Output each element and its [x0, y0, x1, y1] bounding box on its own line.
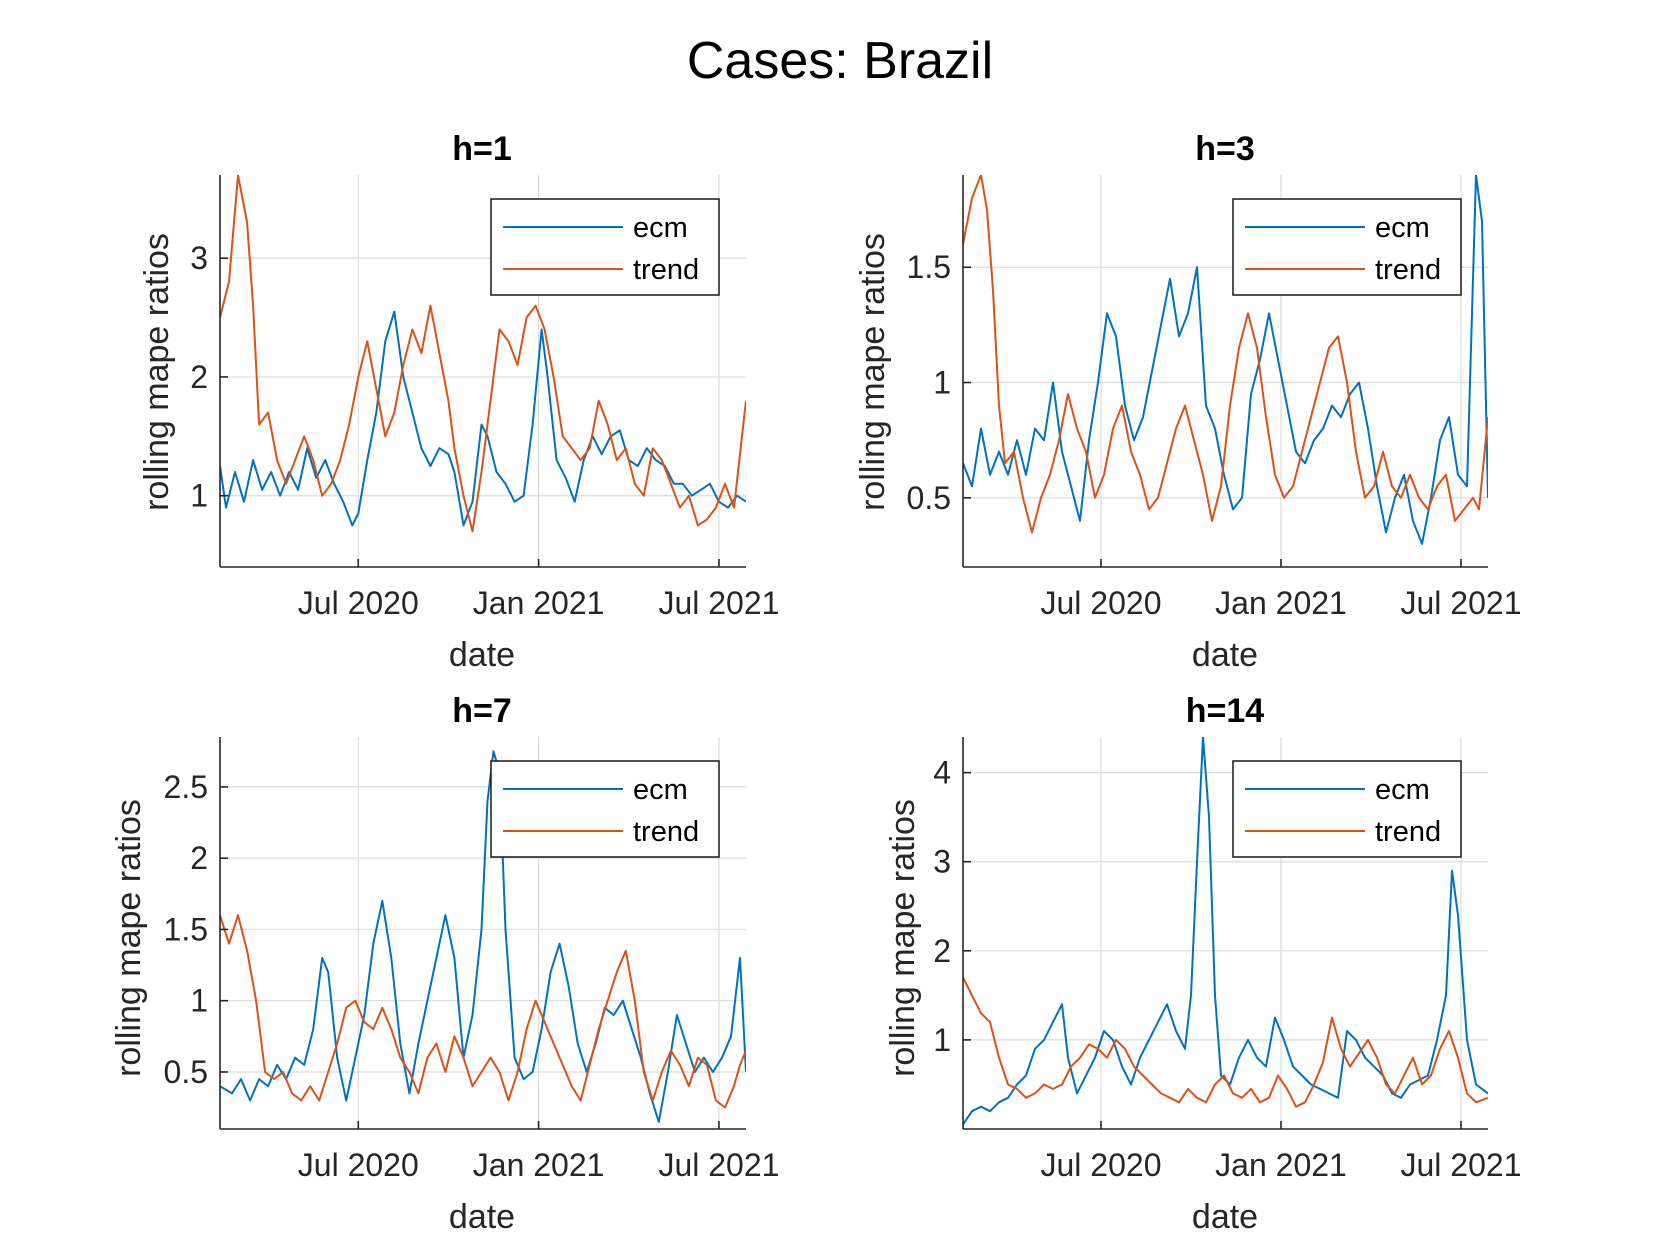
- x-tick-label: Jul 2021: [1401, 1147, 1522, 1183]
- plot-area: [963, 737, 1488, 1126]
- x-tick-label: Jul 2021: [658, 1147, 779, 1183]
- legend-label-ecm: ecm: [633, 212, 688, 244]
- panel-h14: h=14 Jul 2020 Jan 2021 Jul 2021 1 2 3 4 date r…: [884, 692, 1521, 1236]
- axes: [962, 175, 1488, 568]
- y-axis-label: rolling mape ratios: [138, 233, 176, 511]
- series-line-trend: [963, 977, 1488, 1108]
- axes: [219, 175, 746, 568]
- panel-h3: h=3 Jul 2020 Jan 2021 Jul 2021 0.5 1 1.5 date…: [854, 130, 1521, 674]
- tick-labels: Jul 2020 Jan 2021 Jul 2021 1 2 3: [190, 240, 779, 621]
- series-line-trend: [963, 175, 1488, 534]
- panel-title: h=1: [452, 130, 512, 168]
- tick-labels: Jul 2020 Jan 2021 Jul 2021 1 2 3 4: [933, 755, 1521, 1183]
- axes: [219, 737, 746, 1130]
- plot-area: [220, 175, 746, 533]
- legend-label-ecm: ecm: [633, 774, 688, 806]
- series-line-ecm: [220, 750, 746, 1123]
- x-tick-label: Jul 2021: [658, 585, 779, 621]
- y-axis-label: rolling mape ratios: [884, 799, 922, 1077]
- y-tick-label: 3: [190, 240, 208, 276]
- y-tick-label: 0.5: [164, 1054, 208, 1090]
- y-tick-label: 1: [190, 478, 208, 514]
- y-tick-label: 2: [190, 359, 208, 395]
- legend-box: [1232, 760, 1462, 858]
- y-tick-label: 2: [933, 933, 951, 969]
- legend-label-ecm: ecm: [1375, 774, 1430, 806]
- x-tick-label: Jul 2020: [1041, 1147, 1162, 1183]
- legend-label-trend: trend: [1375, 816, 1441, 848]
- y-tick-label: 1: [933, 365, 951, 401]
- series-line-ecm: [963, 737, 1488, 1126]
- y-tick-label: 3: [933, 844, 951, 880]
- plot-area: [220, 750, 746, 1123]
- y-tick-label: 2: [190, 840, 208, 876]
- legend-label-trend: trend: [633, 254, 699, 286]
- legend-box: [490, 198, 720, 296]
- x-tick-label: Jan 2021: [473, 1147, 605, 1183]
- legend: ecm trend: [490, 760, 720, 858]
- x-tick-label: Jan 2021: [1215, 585, 1347, 621]
- panel-h7: h=7 Jul 2020 Jan 2021 Jul 20210.511.522.5 …: [110, 692, 779, 1236]
- x-axis-label: date: [1192, 636, 1258, 674]
- panel-title: h=3: [1195, 130, 1255, 168]
- axes: [962, 737, 1488, 1130]
- series-line-ecm: [220, 310, 746, 527]
- x-tick-label: Jul 2020: [298, 585, 419, 621]
- legend-label-trend: trend: [633, 816, 699, 848]
- legend: ecm trend: [490, 198, 720, 296]
- series-line-trend: [220, 914, 746, 1109]
- y-tick-label: 1.5: [164, 911, 208, 947]
- tick-labels: Jul 2020 Jan 2021 Jul 2021 0.5 1 1.5: [907, 249, 1522, 621]
- legend: ecm trend: [1232, 760, 1462, 858]
- x-axis-label: date: [449, 1198, 515, 1236]
- x-tick-label: Jul 2020: [1041, 585, 1162, 621]
- legend-label-trend: trend: [1375, 254, 1441, 286]
- y-axis-label: rolling mape ratios: [110, 799, 148, 1077]
- x-axis-label: date: [1192, 1198, 1258, 1236]
- legend-box: [490, 760, 720, 858]
- y-tick-label: 1: [190, 983, 208, 1019]
- x-tick-label: Jan 2021: [1215, 1147, 1347, 1183]
- legend: ecm trend: [1232, 198, 1462, 296]
- series-line-trend: [220, 175, 746, 533]
- x-axis-label: date: [449, 636, 515, 674]
- plot-area: [963, 175, 1488, 545]
- y-tick-label: 1: [933, 1022, 951, 1058]
- tick-labels: Jul 2020 Jan 2021 Jul 2021 0.5 1 1.5 2 2.5: [164, 769, 780, 1183]
- y-tick-label: 2.5: [164, 769, 208, 805]
- panel-title: h=7: [452, 692, 512, 730]
- y-axis-label: rolling mape ratios: [854, 233, 892, 511]
- legend-label-ecm: ecm: [1375, 212, 1430, 244]
- x-tick-label: Jan 2021: [473, 585, 605, 621]
- y-tick-label: 4: [933, 755, 951, 791]
- panel-title: h=14: [1186, 692, 1265, 730]
- series-line-ecm: [963, 175, 1488, 545]
- y-tick-label: 0.5: [907, 480, 951, 516]
- x-tick-label: Jul 2020: [298, 1147, 419, 1183]
- figure-title: Cases: Brazil: [687, 32, 993, 90]
- panel-h1: h=1 Jul 2020 Jan 2021 Jul 2021 1 2 3 date rol…: [138, 130, 779, 674]
- x-tick-label: Jul 2021: [1401, 585, 1522, 621]
- legend-box: [1232, 198, 1462, 296]
- y-tick-label: 1.5: [907, 249, 951, 285]
